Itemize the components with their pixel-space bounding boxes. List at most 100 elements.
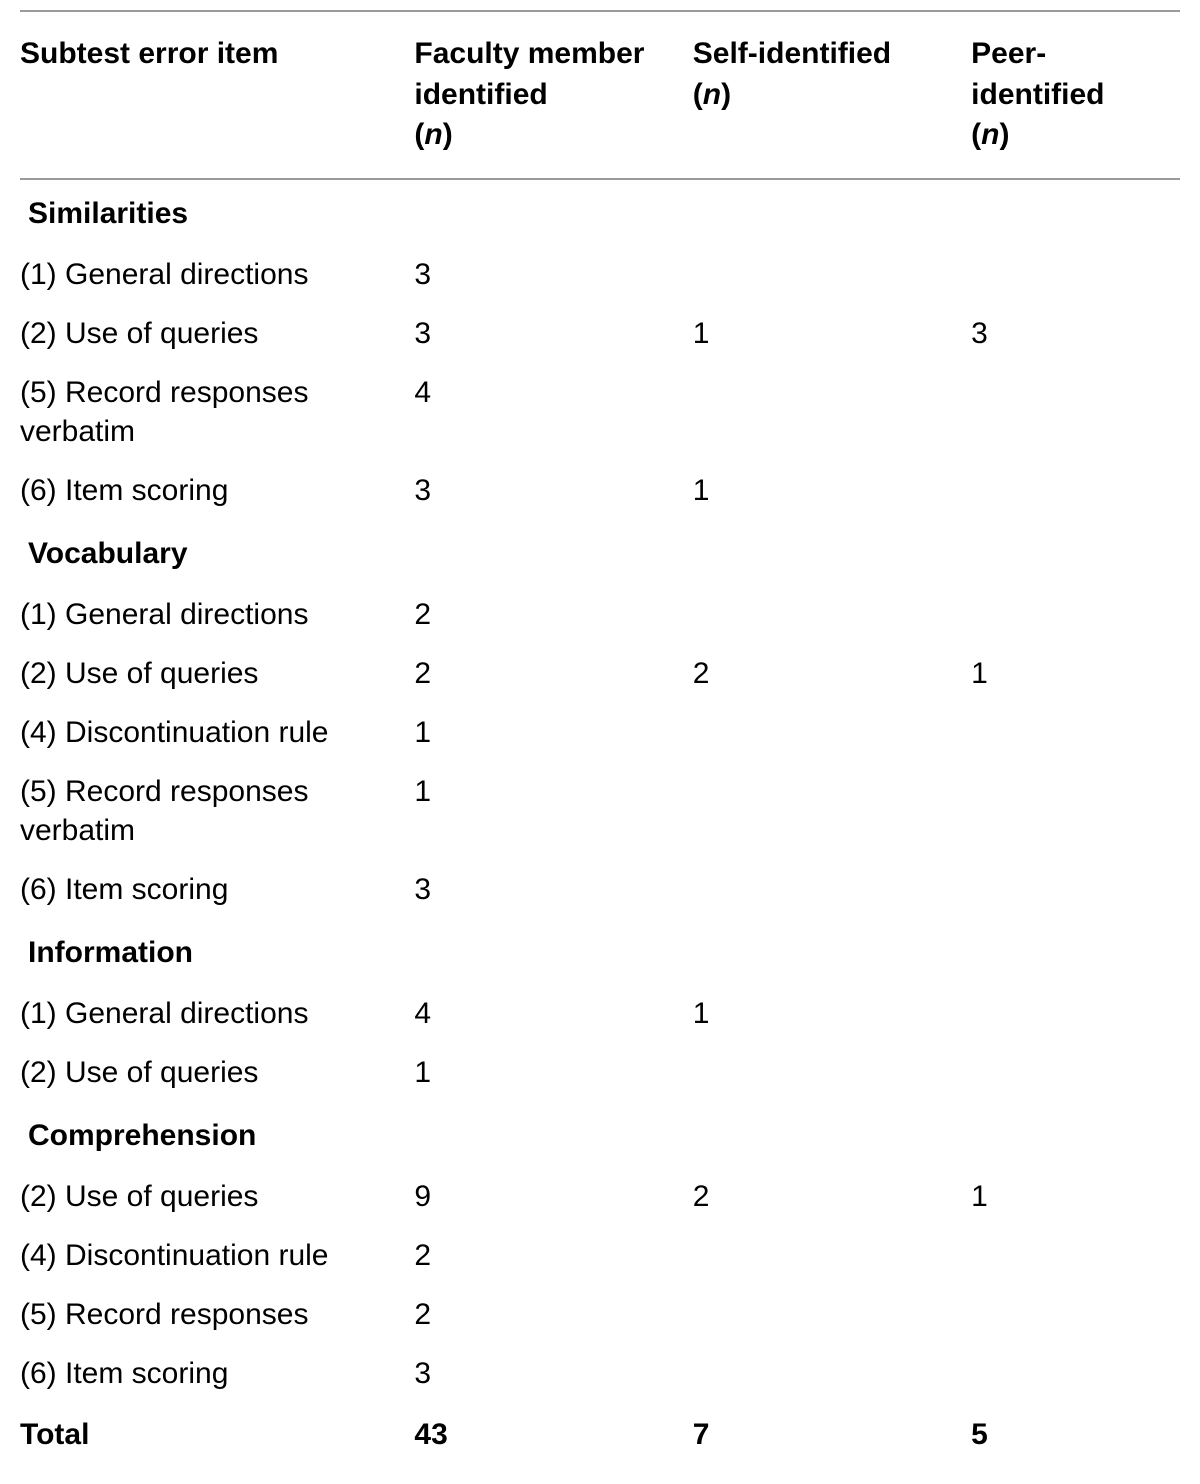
table-row: (5) Record responses verbatim1 — [20, 762, 1180, 860]
row-label: (4) Discontinuation rule — [20, 1226, 414, 1285]
section-header-row: Vocabulary — [20, 520, 1180, 585]
cell-self: 2 — [693, 1167, 971, 1226]
cell-peer — [971, 860, 1180, 919]
col-header-self: Self-identified (n) — [693, 11, 971, 179]
cell-faculty: 3 — [414, 461, 692, 520]
header-row: Subtest error item Faculty member identi… — [20, 11, 1180, 179]
cell-peer — [971, 585, 1180, 644]
cell-faculty: 2 — [414, 1226, 692, 1285]
section-title: Vocabulary — [20, 520, 1180, 585]
table-row: (6) Item scoring3 — [20, 1344, 1180, 1403]
table-body: Similarities(1) General directions3(2) U… — [20, 179, 1180, 1464]
col-header-text: Subtest error item — [20, 37, 278, 70]
total-label: Total — [20, 1403, 414, 1464]
row-label: (4) Discontinuation rule — [20, 703, 414, 762]
row-label: (6) Item scoring — [20, 860, 414, 919]
cell-peer — [971, 1226, 1180, 1285]
cell-faculty: 1 — [414, 1043, 692, 1102]
row-label: (1) General directions — [20, 984, 414, 1043]
table-row: (4) Discontinuation rule1 — [20, 703, 1180, 762]
cell-peer — [971, 984, 1180, 1043]
row-label: (5) Record responses verbatim — [20, 762, 414, 860]
section-title: Similarities — [20, 179, 1180, 245]
row-label: (2) Use of queries — [20, 304, 414, 363]
error-table: Subtest error item Faculty member identi… — [20, 10, 1180, 1464]
row-label: (1) General directions — [20, 245, 414, 304]
table-row: (2) Use of queries921 — [20, 1167, 1180, 1226]
cell-self — [693, 703, 971, 762]
row-label: (1) General directions — [20, 585, 414, 644]
cell-faculty: 1 — [414, 703, 692, 762]
cell-peer: 1 — [971, 1167, 1180, 1226]
n-suffix: (n) — [693, 78, 731, 111]
section-header-row: Similarities — [20, 179, 1180, 245]
table-row: (1) General directions41 — [20, 984, 1180, 1043]
total-self: 7 — [693, 1403, 971, 1464]
cell-peer — [971, 762, 1180, 860]
cell-self — [693, 860, 971, 919]
cell-self — [693, 245, 971, 304]
row-label: (5) Record responses verbatim — [20, 363, 414, 461]
cell-self: 1 — [693, 461, 971, 520]
table-row: (6) Item scoring3 — [20, 860, 1180, 919]
col-header-subtest: Subtest error item — [20, 11, 414, 179]
col-header-text: Peer-identified — [971, 37, 1104, 111]
cell-peer — [971, 1285, 1180, 1344]
table-row: (1) General directions2 — [20, 585, 1180, 644]
cell-faculty: 4 — [414, 363, 692, 461]
col-header-peer: Peer-identified (n) — [971, 11, 1180, 179]
section-title: Comprehension — [20, 1102, 1180, 1167]
cell-self: 2 — [693, 644, 971, 703]
col-header-text: Faculty member identified — [414, 37, 644, 111]
cell-faculty: 3 — [414, 860, 692, 919]
cell-peer — [971, 703, 1180, 762]
cell-self: 1 — [693, 984, 971, 1043]
cell-faculty: 9 — [414, 1167, 692, 1226]
table-row: (2) Use of queries313 — [20, 304, 1180, 363]
cell-peer: 3 — [971, 304, 1180, 363]
table-row: (6) Item scoring31 — [20, 461, 1180, 520]
cell-peer: 1 — [971, 644, 1180, 703]
cell-faculty: 2 — [414, 585, 692, 644]
cell-self — [693, 363, 971, 461]
cell-faculty: 4 — [414, 984, 692, 1043]
total-peer: 5 — [971, 1403, 1180, 1464]
cell-self — [693, 1043, 971, 1102]
table-row: (5) Record responses verbatim4 — [20, 363, 1180, 461]
row-label: (2) Use of queries — [20, 644, 414, 703]
section-header-row: Comprehension — [20, 1102, 1180, 1167]
section-header-row: Information — [20, 919, 1180, 984]
col-header-text: Self-identified — [693, 37, 891, 70]
total-faculty: 43 — [414, 1403, 692, 1464]
table-row: (4) Discontinuation rule2 — [20, 1226, 1180, 1285]
row-label: (6) Item scoring — [20, 1344, 414, 1403]
cell-faculty: 2 — [414, 1285, 692, 1344]
section-title: Information — [20, 919, 1180, 984]
cell-self — [693, 585, 971, 644]
col-header-faculty: Faculty member identified (n) — [414, 11, 692, 179]
cell-faculty: 3 — [414, 304, 692, 363]
cell-peer — [971, 1344, 1180, 1403]
cell-self: 1 — [693, 304, 971, 363]
cell-faculty: 1 — [414, 762, 692, 860]
n-suffix: (n) — [971, 118, 1009, 151]
n-suffix: (n) — [414, 118, 452, 151]
row-label: (2) Use of queries — [20, 1043, 414, 1102]
table-row: (1) General directions3 — [20, 245, 1180, 304]
table-header: Subtest error item Faculty member identi… — [20, 11, 1180, 179]
cell-self — [693, 1226, 971, 1285]
cell-self — [693, 1285, 971, 1344]
table-row: (2) Use of queries221 — [20, 644, 1180, 703]
cell-peer — [971, 245, 1180, 304]
cell-faculty: 2 — [414, 644, 692, 703]
row-label: (2) Use of queries — [20, 1167, 414, 1226]
total-row: Total4375 — [20, 1403, 1180, 1464]
cell-peer — [971, 1043, 1180, 1102]
cell-self — [693, 762, 971, 860]
table-row: (5) Record responses2 — [20, 1285, 1180, 1344]
cell-faculty: 3 — [414, 1344, 692, 1403]
row-label: (6) Item scoring — [20, 461, 414, 520]
cell-faculty: 3 — [414, 245, 692, 304]
cell-self — [693, 1344, 971, 1403]
cell-peer — [971, 461, 1180, 520]
